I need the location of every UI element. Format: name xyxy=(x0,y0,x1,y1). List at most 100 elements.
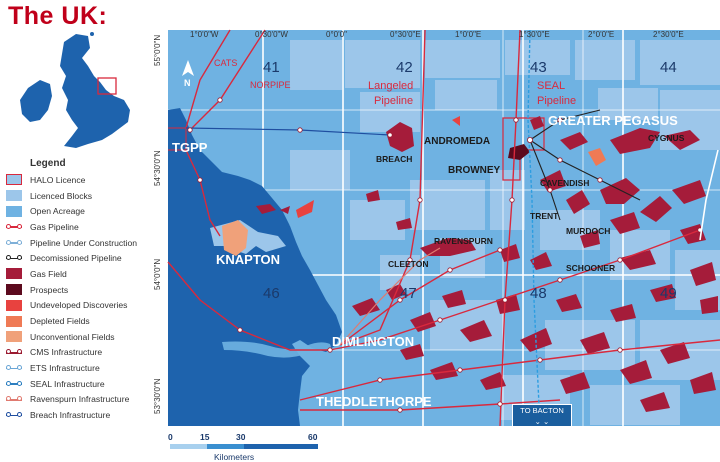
legend-label: ETS Infrastructure xyxy=(30,363,100,374)
cleeton-label: CLEETON xyxy=(388,259,428,269)
lat-label-5330n: 53°30'0"N xyxy=(153,378,162,414)
block-41: 41 xyxy=(263,59,280,76)
legend-item: Ravenspurn Infrastructure xyxy=(6,392,166,408)
legend-line-icon xyxy=(6,237,22,248)
legend-label: SEAL Infrastructure xyxy=(30,378,105,389)
block-47: 47 xyxy=(400,285,417,302)
lon-label-30e: 0°30'0"E xyxy=(390,30,421,39)
legend-swatch xyxy=(6,315,22,327)
gas-fields-east xyxy=(540,128,718,314)
legend-label: Undeveloped Discoveries xyxy=(30,300,128,311)
lon-label-1w: 1°0'0"W xyxy=(190,30,219,39)
legend-swatch xyxy=(6,190,22,202)
scale-tick-30: 30 xyxy=(236,432,246,442)
schooner-label: SCHOONER xyxy=(566,263,615,273)
legend-swatch xyxy=(6,331,22,343)
legend-swatch xyxy=(6,205,22,217)
cats-label: CATS xyxy=(214,58,237,68)
knapton-field xyxy=(222,220,248,256)
legend-swatch xyxy=(6,268,22,280)
legend-item: Undeveloped Discoveries xyxy=(6,298,166,314)
langeled-label-2: Pipeline xyxy=(374,95,413,107)
legend-line-icon xyxy=(6,363,22,374)
breach-field xyxy=(386,122,414,152)
legend-label: Gas Pipeline xyxy=(30,221,79,232)
england-coastline xyxy=(168,108,342,426)
humber-estuary xyxy=(222,341,332,358)
legend-item: SEAL Infrastructure xyxy=(6,376,166,392)
ireland-shape xyxy=(20,80,52,122)
legend-item: Licenced Blocks xyxy=(6,188,166,204)
scale-tick-60: 60 xyxy=(308,432,318,442)
legend-label: Prospects xyxy=(30,284,69,295)
breach-label: BREACH xyxy=(376,154,412,164)
legend-item: Unconventional Fields xyxy=(6,329,166,345)
legend-item: Breach Infrastructure xyxy=(6,407,166,423)
legend-label: Decomissioned Pipeline xyxy=(30,253,122,264)
legend-swatch xyxy=(6,284,22,296)
lon-label-0: 0°0'0" xyxy=(326,30,347,39)
norpipe-label: NORPIPE xyxy=(250,80,291,90)
legend-label: HALO Licence xyxy=(30,174,86,185)
svg-text:N: N xyxy=(184,78,191,88)
langeled-label-1: Langeled xyxy=(368,80,413,92)
legend-title: Legend xyxy=(30,158,66,169)
legend-item: Depleted Fields xyxy=(6,313,166,329)
infrastructure-nodes xyxy=(187,97,703,413)
to-bacton-label: TO BACTON ⌄ ⌄ xyxy=(512,404,572,427)
seal-label-2: Pipeline xyxy=(537,95,576,107)
legend-line-icon xyxy=(6,253,22,264)
murdoch-label: MURDOCH xyxy=(566,226,610,236)
legend-item: Prospects xyxy=(6,282,166,298)
block-42: 42 xyxy=(396,59,413,76)
knapton-label: KNAPTON xyxy=(216,252,280,267)
legend-item: Gas Field xyxy=(6,266,166,282)
scale-tick-15: 15 xyxy=(200,432,210,442)
page-title: The UK: xyxy=(8,2,108,30)
lat-label-55n: 55°0'0"N xyxy=(153,35,162,66)
north-arrow-icon: N xyxy=(182,60,194,88)
uk-inset-map xyxy=(20,32,130,148)
legend-item: HALO Licence xyxy=(6,172,166,188)
trent-label: TRENT xyxy=(530,211,559,221)
ravenspurn-pipeline xyxy=(339,247,441,346)
tgpp-label: TGPP xyxy=(172,140,208,155)
block-46: 46 xyxy=(263,285,280,302)
great-britain-shape xyxy=(60,34,130,148)
lon-label-2e: 2°0'0"E xyxy=(588,30,614,39)
legend-label: Open Acreage xyxy=(30,206,85,217)
legend-label: Breach Infrastructure xyxy=(30,410,111,421)
legend-line-icon xyxy=(6,221,22,232)
lon-label-130e: 1°30'0"E xyxy=(519,30,550,39)
legend-label: Gas Field xyxy=(30,268,67,279)
legend-label: Licenced Blocks xyxy=(30,190,93,201)
browney-label: BROWNEY xyxy=(448,165,501,176)
cygnus-label: CYGNUS xyxy=(648,133,685,143)
legend-line-icon xyxy=(6,410,22,421)
legend: Legend HALO Licence Licenced Blocks Open A… xyxy=(6,158,166,423)
dimlington-label: DIMLINGTON xyxy=(332,334,414,349)
legend-item: Decomissioned Pipeline xyxy=(6,250,166,266)
legend-item: Pipeline Under Construction xyxy=(6,235,166,251)
tgpp-halo-box xyxy=(168,127,187,151)
lon-label-30w: 0°30'0"W xyxy=(255,30,288,39)
lat-label-5430n: 54°30'0"N xyxy=(153,150,162,186)
legend-item: ETS Infrastructure xyxy=(6,360,166,376)
block-48: 48 xyxy=(530,285,547,302)
legend-item: Open Acreage xyxy=(6,203,166,219)
legend-label: Unconventional Fields xyxy=(30,331,115,342)
lon-label-230e: 2°30'0"E xyxy=(653,30,684,39)
cavendish-label: CAVENDISH xyxy=(540,178,589,188)
legend-label: Pipeline Under Construction xyxy=(30,237,138,248)
lat-label-54n: 54°0'0"N xyxy=(153,259,162,290)
legend-line-icon xyxy=(6,347,22,358)
legend-swatch xyxy=(6,299,22,311)
greater-pegasus-label: GREATER PEGASUS xyxy=(548,113,678,128)
ravenspurn-label: RAVENSPURN xyxy=(434,236,493,246)
legend-label: Depleted Fields xyxy=(30,316,90,327)
scale-tick-0: 0 xyxy=(168,432,173,442)
legend-label: CMS Infrastructure xyxy=(30,347,103,358)
seal-pipeline xyxy=(527,29,541,427)
block-43: 43 xyxy=(530,59,547,76)
